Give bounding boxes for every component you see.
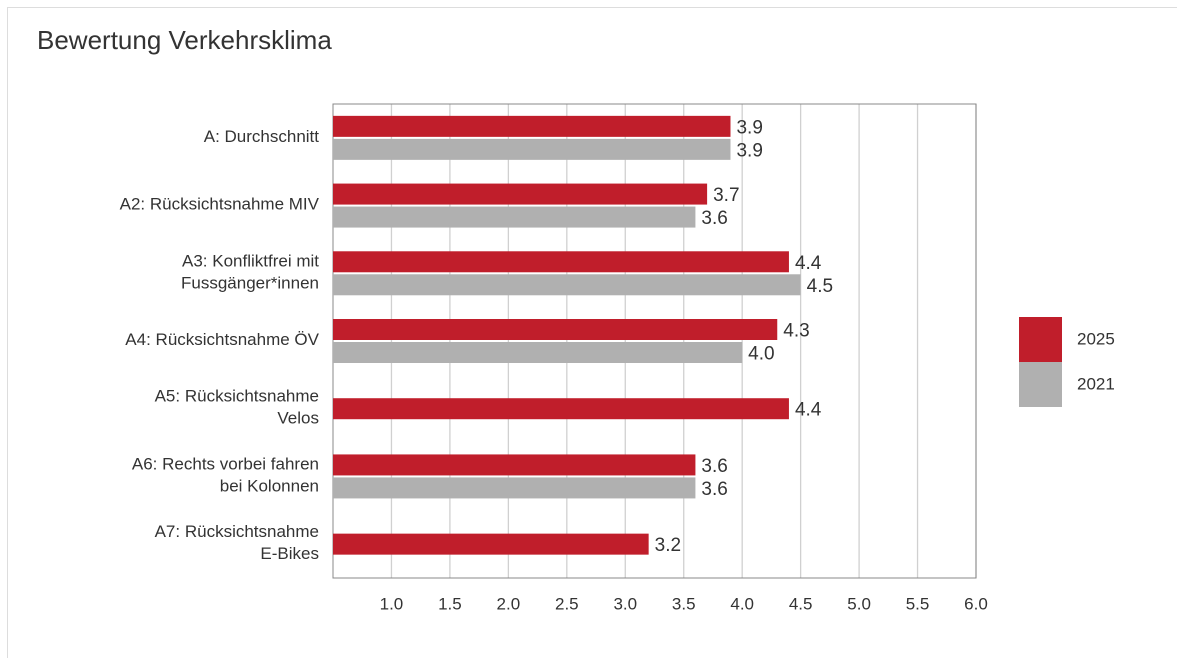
x-tick-label: 4.0 xyxy=(730,594,754,613)
frame xyxy=(7,7,1177,658)
y-tick-label: A3: Konfliktfrei mit Fussgänger*innen xyxy=(181,252,319,293)
bar xyxy=(333,251,789,273)
bar xyxy=(333,319,778,340)
bar xyxy=(333,206,696,228)
value-label: 3.6 xyxy=(701,456,727,477)
bar xyxy=(333,115,731,137)
value-label: 3.9 xyxy=(736,117,762,138)
bar xyxy=(333,477,696,499)
value-label: 3.9 xyxy=(736,140,762,161)
y-tick-label: A6: Rechts vorbei fahren bei Kolonnen xyxy=(132,455,319,496)
plot-border xyxy=(332,103,977,579)
bar xyxy=(333,138,731,160)
x-tick-label: 3.0 xyxy=(613,594,637,613)
legend-label: 2021 xyxy=(1077,374,1115,393)
y-tick-label: A4: Rücksichtsnahme ÖV xyxy=(125,330,319,349)
value-label: 3.2 xyxy=(655,535,681,556)
x-tick-label: 4.5 xyxy=(789,594,813,613)
bar xyxy=(333,454,696,476)
bar xyxy=(333,398,789,420)
bar xyxy=(333,274,801,296)
value-label: 3.6 xyxy=(701,479,727,500)
bar xyxy=(333,183,708,205)
value-label: 4.4 xyxy=(795,253,822,274)
value-label: 3.6 xyxy=(701,208,727,229)
bar xyxy=(333,342,743,363)
value-label: 4.3 xyxy=(783,321,809,342)
legend-swatch xyxy=(1019,362,1062,407)
value-label: 4.4 xyxy=(795,400,822,421)
x-tick-label: 2.5 xyxy=(555,594,579,613)
value-label: 4.0 xyxy=(748,344,774,365)
legend-swatch xyxy=(1019,317,1062,362)
value-label: 4.5 xyxy=(807,276,833,297)
y-tick-label: A5: Rücksichtsnahme Velos xyxy=(155,387,319,428)
x-tick-label: 5.0 xyxy=(847,594,871,613)
legend-label: 2025 xyxy=(1077,329,1115,348)
y-tick-label: A7: Rücksichtsnahme E-Bikes xyxy=(155,523,319,564)
chart-title: Bewertung Verkehrsklima xyxy=(37,25,332,55)
y-tick-label: A: Durchschnitt xyxy=(204,127,320,146)
x-tick-label: 1.5 xyxy=(438,594,462,613)
bar xyxy=(333,533,649,555)
x-tick-label: 5.5 xyxy=(906,594,930,613)
x-tick-label: 3.5 xyxy=(672,594,696,613)
y-tick-label: A2: Rücksichtsnahme MIV xyxy=(120,195,320,214)
value-label: 3.7 xyxy=(713,185,739,206)
x-tick-label: 1.0 xyxy=(380,594,404,613)
x-tick-label: 2.0 xyxy=(497,594,521,613)
x-tick-label: 6.0 xyxy=(964,594,988,613)
